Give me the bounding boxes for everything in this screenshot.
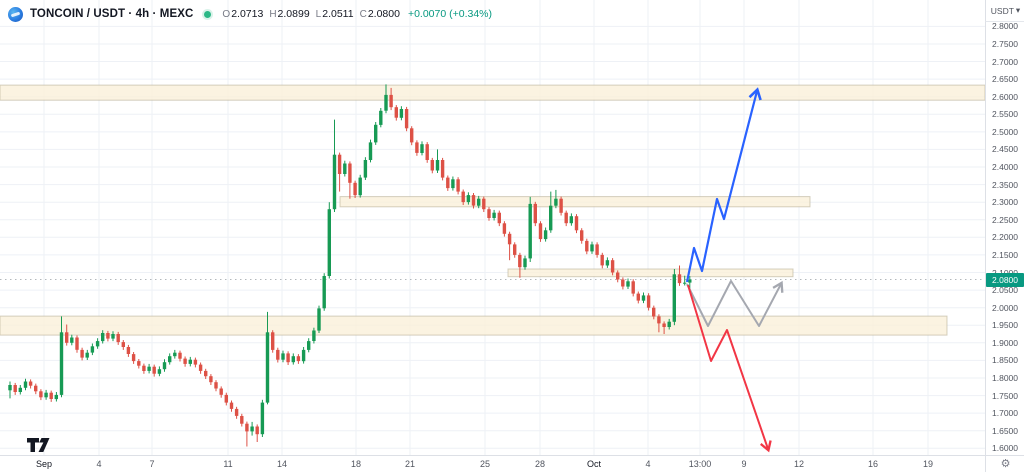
toncoin-logo-icon — [8, 6, 23, 22]
price-tick-label: 1.6000 — [992, 443, 1018, 454]
sideways-projection-arrow — [686, 280, 784, 327]
high-label: H — [269, 9, 277, 20]
price-tick-label: 2.5500 — [992, 109, 1018, 120]
time-tick-label: 4 — [645, 459, 651, 469]
time-tick-label: 9 — [741, 459, 747, 469]
bullish-projection-arrow — [685, 87, 762, 283]
time-tick-label: Sep — [35, 459, 53, 469]
price-axis[interactable]: 2.8000 2.7500 2.7000 2.6500 2.6000 2.5500 2.50… — [985, 0, 1024, 455]
price-tick-label: 2.1000 — [992, 268, 1018, 278]
price-tick-label: 1.8000 — [992, 372, 1018, 383]
low-label: L — [315, 9, 322, 20]
chevron-down-icon: ▾ — [1015, 5, 1021, 15]
symbol-title[interactable]: TONCOIN / USDT · 4h · MEXC — [30, 8, 194, 20]
grid-layer — [0, 0, 985, 455]
time-tick-label: 18 — [350, 459, 362, 469]
bearish-projection-arrow — [687, 284, 772, 453]
market-status-dot-icon — [204, 10, 212, 18]
time-tick-label: 12 — [793, 459, 805, 469]
price-tick-label: 2.7000 — [992, 56, 1018, 67]
zones-layer — [0, 84, 986, 336]
change-value: +0.0070 (+0.34%) — [407, 8, 492, 20]
time-axis[interactable]: Sep 4 7 11 14 18 21 25 28 Oct 4 13:00 9 12 16 19 — [0, 455, 1024, 472]
price-tick-label: 2.4500 — [992, 144, 1018, 155]
price-tick-label: 2.2500 — [992, 214, 1018, 225]
price-tick-label: 2.5000 — [992, 126, 1018, 137]
time-tick-label: 4 — [96, 459, 102, 469]
chart-legend: TONCOIN / USDT · 4h · MEXC O2.0713 H2.08… — [8, 5, 492, 23]
support-zone-1.95 — [0, 315, 948, 336]
time-tick-label: 7 — [149, 459, 155, 469]
price-tick-label: 2.3000 — [992, 197, 1018, 208]
current-price-label: 2.0800 — [986, 272, 1024, 287]
high-value: 2.0899 — [277, 8, 310, 20]
price-tick-label: 1.7500 — [992, 390, 1018, 401]
time-tick-label: 25 — [479, 459, 491, 469]
price-tick-label: 2.1500 — [992, 249, 1018, 260]
candles-layer — [8, 84, 692, 447]
tradingview-logo[interactable] — [26, 437, 56, 453]
price-tick-label: 1.6500 — [992, 425, 1018, 436]
axis-settings-button[interactable]: ⚙ — [985, 455, 1024, 472]
supply-zone-2.60 — [0, 84, 986, 101]
open-label: O — [222, 9, 231, 20]
price-tick-label: 1.9000 — [992, 337, 1018, 348]
price-tick-label: 2.0500 — [992, 285, 1018, 296]
ohlc-values: O2.0713 H2.0899 L2.0511 C2.0800 +0.0070 … — [222, 8, 492, 20]
price-tick-label: 2.8000 — [992, 21, 1018, 32]
time-tick-label: 13:00 — [688, 459, 712, 469]
resistance-zone-2.30 — [339, 196, 811, 208]
time-tick-label: 16 — [867, 459, 879, 469]
time-tick-label: 14 — [276, 459, 288, 469]
low-value: 2.0511 — [322, 8, 354, 20]
currency-label: USDT — [990, 5, 1014, 16]
time-tick-label: 11 — [223, 459, 233, 469]
drawings-layer[interactable] — [685, 87, 784, 453]
price-axis-currency-button[interactable]: USDT ▾ — [985, 0, 1024, 22]
price-tick-label: 2.7500 — [992, 38, 1018, 49]
price-tick-label: 2.6500 — [992, 74, 1018, 85]
price-tick-label: 1.7000 — [992, 408, 1018, 419]
time-tick-label: Oct — [586, 459, 602, 469]
time-tick-label: 19 — [922, 459, 934, 469]
price-tick-label: 1.9500 — [992, 320, 1018, 331]
gear-icon: ⚙ — [1000, 458, 1011, 470]
close-label: C — [359, 9, 367, 20]
time-tick-label: 21 — [404, 459, 416, 469]
resistance-zone-2.10 — [507, 268, 794, 278]
time-tick-label: 28 — [534, 459, 546, 469]
price-tick-label: 2.6000 — [992, 91, 1018, 102]
price-tick-label: 2.2000 — [992, 232, 1018, 243]
close-value: 2.0800 — [367, 8, 400, 20]
price-tick-label: 1.8500 — [992, 355, 1018, 366]
price-tick-label: 2.4000 — [992, 162, 1018, 173]
price-tick-label: 2.3500 — [992, 179, 1018, 190]
open-value: 2.0713 — [231, 8, 264, 20]
price-tick-label: 2.0000 — [992, 302, 1018, 313]
